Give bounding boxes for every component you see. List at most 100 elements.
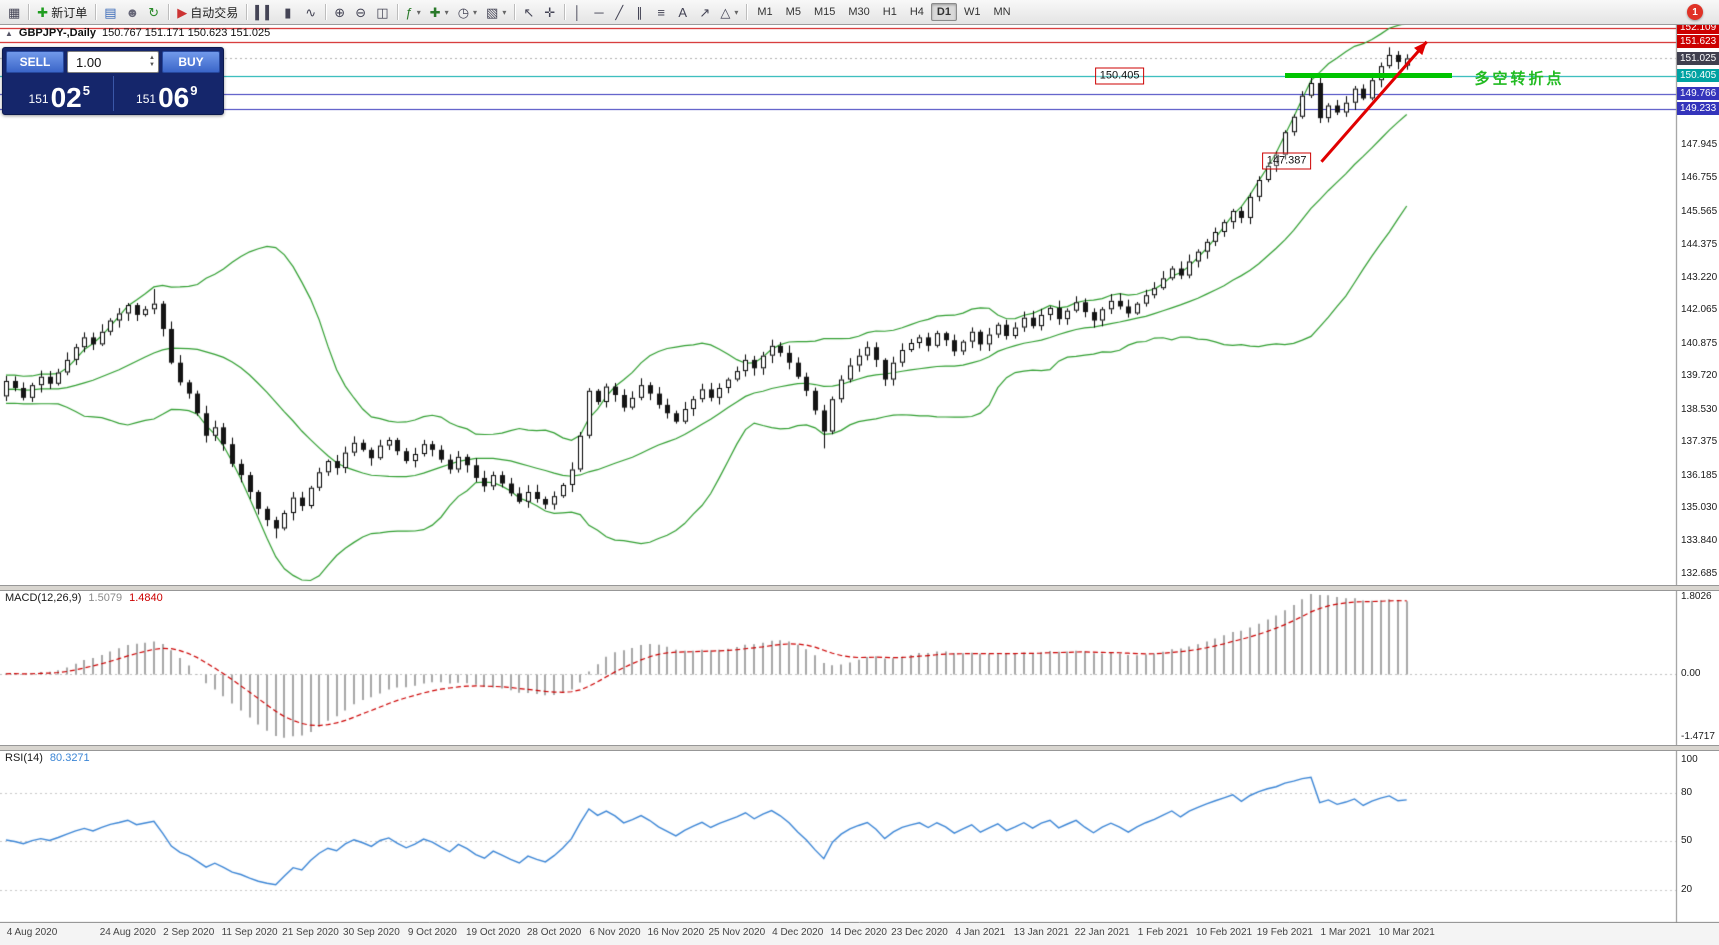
vertical-line-icon: │ xyxy=(573,4,582,20)
autotrading-icon: ▶ xyxy=(177,4,188,20)
channel-icon[interactable]: ∥ xyxy=(632,2,652,22)
timeframe-d1[interactable]: D1 xyxy=(930,3,957,21)
toolbar-separator xyxy=(514,4,516,20)
timeframe-h4[interactable]: H4 xyxy=(904,3,930,21)
toolbar-group: ▍▍ ▮ ∿ xyxy=(251,2,321,22)
tile-windows-icon[interactable]: ◫ xyxy=(372,2,392,22)
periods-icon: ◷ xyxy=(457,4,470,20)
toolbar-group: ▶ 自动交易 xyxy=(173,2,242,22)
chart-title-overlay: ▲ GBPJPY-,Daily 150.767 151.171 150.623 … xyxy=(5,27,270,39)
one-click-trading-panel: SELL 1.00 ▲ ▼ BUY 151 02 5 151 06 9 xyxy=(2,47,224,115)
new-chart-icon[interactable]: ▦ xyxy=(4,2,24,22)
zoom-out-icon: ⊖ xyxy=(355,4,367,20)
shapes-tool-icon[interactable]: △ ▾ xyxy=(716,2,742,22)
toolbar-separator xyxy=(325,4,327,20)
fibonacci-icon: ≡ xyxy=(657,4,665,20)
templates-icon: ▧ xyxy=(486,4,499,20)
volume-stepper[interactable]: ▲ ▼ xyxy=(149,54,155,68)
chart-ohlc-values: 150.767 151.171 150.623 151.025 xyxy=(101,27,271,39)
fibonacci-icon[interactable]: ≡ xyxy=(653,2,673,22)
rsi-name: RSI(14) xyxy=(5,752,43,764)
candlestick-chart-icon: ▮ xyxy=(284,4,292,20)
chart-symbol-period: GBPJPY-,Daily xyxy=(18,27,96,39)
sell-button[interactable]: SELL xyxy=(6,51,64,73)
line-chart-icon: ∿ xyxy=(305,4,317,20)
new-order-button[interactable]: ✚ 新订单 xyxy=(33,2,91,22)
toolbar-group: ƒ ▾ ✚ ▾ ◷ ▾ ▧ ▾ xyxy=(402,2,511,22)
toolbar-separator xyxy=(396,4,398,20)
macd-name: MACD(12,26,9) xyxy=(5,592,82,604)
autotrading-button[interactable]: ▶ 自动交易 xyxy=(173,2,242,22)
zoom-in-icon[interactable]: ⊕ xyxy=(330,2,350,22)
chevron-down-icon: ▾ xyxy=(416,7,421,17)
notifications-badge[interactable]: 1 xyxy=(1687,4,1703,20)
chevron-down-icon: ▾ xyxy=(734,7,739,17)
buy-button[interactable]: BUY xyxy=(162,51,220,73)
line-chart-icon[interactable]: ∿ xyxy=(301,2,321,22)
price-axis[interactable] xyxy=(1676,24,1719,922)
cursor-icon[interactable]: ↖ xyxy=(519,2,539,22)
navigator-icon[interactable]: ☻ xyxy=(122,2,144,22)
sell-price-display: 151 02 5 xyxy=(6,76,114,112)
macd-panel-splitter[interactable] xyxy=(0,585,1719,591)
market-watch-icon[interactable]: ▤ xyxy=(100,2,120,22)
arrows-tool-icon: ↗ xyxy=(699,4,711,20)
timeframe-mn[interactable]: MN xyxy=(987,3,1016,21)
macd-main-value: 1.5079 xyxy=(88,592,123,604)
bar-chart-icon[interactable]: ▍▍ xyxy=(251,2,279,22)
timeframe-group: M1 M5 M15 M30 H1 H4 D1 W1 MN xyxy=(751,3,1016,21)
macd-signal-value: 1.4840 xyxy=(129,592,163,604)
autotrading-button-label: 自动交易 xyxy=(190,5,239,20)
buy-price-point: 9 xyxy=(190,83,198,98)
toolbar-group: │ ─ ╱ ∥ ≡ A ↗ △ ▾ xyxy=(569,2,742,22)
new-order-button-label: 新订单 xyxy=(51,5,88,20)
timeframe-w1[interactable]: W1 xyxy=(958,3,987,21)
horizontal-line-icon[interactable]: ─ xyxy=(590,2,610,22)
zoom-in-icon: ⊕ xyxy=(334,4,346,20)
timeframe-m30[interactable]: M30 xyxy=(842,3,875,21)
toolbar-separator xyxy=(168,4,170,20)
timeframe-m1[interactable]: M1 xyxy=(751,3,778,21)
toolbar-group: ▦ xyxy=(4,2,24,22)
toolbar-group: ⊕ ⊖ ◫ xyxy=(330,2,392,22)
indicators-icon: ƒ xyxy=(405,4,413,20)
new-chart-icon: ▦ xyxy=(8,4,21,20)
text-tool-icon[interactable]: A xyxy=(674,2,694,22)
sell-price-prefix: 151 xyxy=(28,92,49,106)
refresh-icon[interactable]: ↻ xyxy=(144,2,164,22)
templates-icon[interactable]: ▧ ▾ xyxy=(482,2,510,22)
timeframe-m15[interactable]: M15 xyxy=(808,3,841,21)
candlestick-chart-icon[interactable]: ▮ xyxy=(280,2,300,22)
vertical-line-icon[interactable]: │ xyxy=(569,2,589,22)
text-tool-icon: A xyxy=(678,4,688,20)
toolbar-separator xyxy=(746,4,748,20)
arrows-tool-icon[interactable]: ↗ xyxy=(695,2,715,22)
cursor-icon: ↖ xyxy=(523,4,535,20)
date-axis[interactable] xyxy=(0,923,1719,945)
add-chart-icon[interactable]: ✚ ▾ xyxy=(426,2,453,22)
timeframe-m5[interactable]: M5 xyxy=(780,3,807,21)
shapes-tool-icon: △ xyxy=(720,4,731,20)
indicators-icon[interactable]: ƒ ▾ xyxy=(402,2,425,22)
chevron-down-icon: ▾ xyxy=(444,7,449,17)
chevron-down-icon: ▾ xyxy=(473,7,478,17)
market-watch-icon: ▤ xyxy=(104,4,117,20)
toolbar-separator xyxy=(246,4,248,20)
volume-input[interactable]: 1.00 ▲ ▼ xyxy=(67,51,159,73)
periods-icon[interactable]: ◷ ▾ xyxy=(454,2,481,22)
chevron-down-icon: ▾ xyxy=(502,7,507,17)
macd-indicator-label: MACD(12,26,9) 1.5079 1.4840 xyxy=(5,592,163,604)
timeframe-h1[interactable]: H1 xyxy=(877,3,903,21)
tile-windows-icon: ◫ xyxy=(376,4,389,20)
refresh-icon: ↻ xyxy=(148,4,160,20)
trendline-icon: ╱ xyxy=(615,4,624,20)
one-click-collapse-icon[interactable]: ▲ xyxy=(5,28,13,38)
trendline-icon[interactable]: ╱ xyxy=(611,2,631,22)
crosshair-icon[interactable]: ✛ xyxy=(540,2,560,22)
rsi-value: 80.3271 xyxy=(49,752,90,764)
add-chart-icon: ✚ xyxy=(429,4,441,20)
main-toolbar: ▦ ✚ 新订单 ▤ ☻ ↻ ▶ 自动交易 ▍▍ ▮ ∿ ⊕ ⊖ ◫ ƒ ▾ ✚ ▾ ◷ ▾ ▧ ▾ ↖ ✛ │ ─ ╱ ∥ ≡ A ↗ △ ▾ M… xyxy=(0,0,1719,25)
zoom-out-icon[interactable]: ⊖ xyxy=(351,2,371,22)
rsi-panel-splitter[interactable] xyxy=(0,745,1719,751)
